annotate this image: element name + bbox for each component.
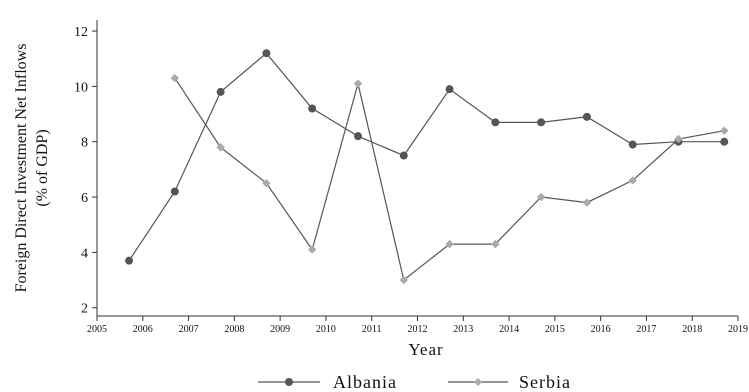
data-point-serbia: [582, 198, 592, 207]
x-tick-label: 2010: [316, 324, 336, 335]
x-axis-title: Year: [408, 340, 443, 359]
y-tick-label: 12: [74, 25, 88, 40]
data-point-albania: [582, 112, 591, 121]
data-point-albania: [628, 140, 637, 149]
data-point-albania: [445, 85, 454, 94]
data-point-albania: [125, 256, 134, 265]
legend-label-albania: Albania: [333, 372, 397, 392]
y-axis-title-line-1: Foreign Direct Investment Net Inflows: [13, 44, 30, 293]
data-point-serbia: [536, 192, 546, 202]
x-tick-label: 2006: [133, 324, 153, 335]
x-tick-label: 2017: [636, 324, 656, 335]
data-point-albania: [399, 151, 408, 160]
x-tick-label: 2007: [179, 324, 199, 335]
x-tick-label: 2009: [270, 324, 290, 335]
x-tick-label: 2013: [453, 324, 473, 335]
y-tick-label: 2: [81, 302, 88, 317]
data-point-albania: [308, 104, 317, 113]
data-point-serbia: [491, 239, 500, 249]
x-tick-label: 2014: [499, 324, 519, 335]
legend-marker-serbia: [474, 378, 482, 386]
series-layer: [125, 49, 729, 285]
data-point-serbia: [216, 143, 225, 152]
x-tick-label: 2019: [728, 324, 748, 335]
x-tick-label: 2012: [408, 324, 428, 335]
data-point-serbia: [674, 134, 683, 144]
x-tick-label: 2016: [591, 324, 611, 335]
data-point-albania: [170, 187, 179, 196]
y-ticks: 2 4 6 8 10 12: [74, 25, 97, 317]
x-ticks: 2005 2006 2007 2008 2009 2010 2011 2012 2013 2014…: [87, 316, 748, 335]
y-tick-label: 10: [74, 80, 88, 95]
series-line-serbia: [174, 77, 725, 282]
x-tick-label: 2018: [682, 324, 702, 335]
y-axis-title-line-2: (% of GDP): [34, 129, 51, 206]
x-tick-label: 2011: [362, 324, 382, 335]
legend: Albania Serbia: [258, 372, 571, 392]
plot-axes: [96, 20, 738, 317]
x-tick-label: 2008: [224, 324, 244, 335]
data-point-albania: [353, 132, 362, 141]
data-point-albania: [216, 87, 225, 96]
y-tick-label: 4: [81, 246, 88, 261]
data-point-albania: [491, 118, 500, 127]
data-point-serbia: [399, 275, 408, 285]
y-axis-title: Foreign Direct Investment Net Inflows (%…: [13, 44, 51, 293]
legend-label-serbia: Serbia: [519, 372, 571, 392]
data-point-serbia: [353, 79, 363, 88]
data-point-serbia: [170, 73, 180, 83]
x-tick-label: 2005: [87, 324, 107, 335]
legend-item-albania: Albania: [258, 372, 397, 392]
data-point-albania: [262, 49, 271, 58]
y-tick-label: 8: [81, 136, 88, 151]
series-line-albania: [128, 52, 725, 262]
data-point-serbia: [307, 245, 317, 254]
data-point-serbia: [628, 176, 637, 185]
data-point-serbia: [445, 239, 454, 249]
x-tick-label: 2015: [545, 324, 565, 335]
legend-item-serbia: Serbia: [448, 372, 571, 392]
data-point-serbia: [262, 179, 271, 188]
data-point-albania: [537, 118, 546, 127]
data-point-serbia: [720, 126, 729, 135]
y-tick-label: 6: [81, 191, 88, 206]
data-point-albania: [720, 137, 729, 146]
legend-marker-albania: [285, 378, 293, 386]
